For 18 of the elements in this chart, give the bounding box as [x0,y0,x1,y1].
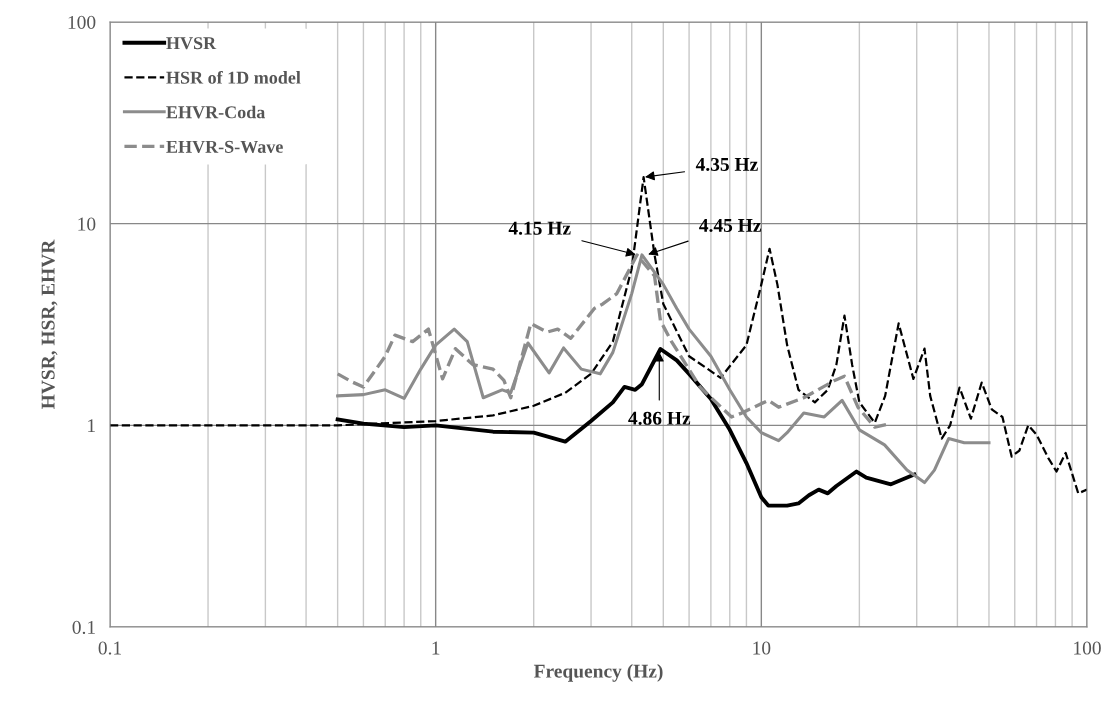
y-tick-label: 100 [68,15,96,29]
x-tick-label: 10 [753,641,771,655]
x-tick-label: 0.1 [98,641,121,655]
y-tick-label: 1 [88,419,95,433]
y-axis-title: HVSR, HSR, EHVR [41,239,58,409]
annotation: 4.15 Hz [508,221,571,235]
annotation: 4.45 Hz [699,219,762,233]
annotation: 4.86 Hz [628,411,691,425]
annotation: 4.35 Hz [695,157,758,172]
legend-label: HSR of 1D model [166,70,301,84]
x-tick-label: 1 [432,641,440,655]
legend-label: EHVR-S-Wave [166,140,283,153]
legend-label: EHVR-Coda [166,105,266,119]
x-tick-label: 100 [1074,641,1101,655]
x-axis-title: Frequency (Hz) [533,664,663,682]
y-tick-label: 10 [78,217,96,231]
y-tick-label: 0.1 [72,620,95,635]
legend-label: HVSR [166,37,217,50]
